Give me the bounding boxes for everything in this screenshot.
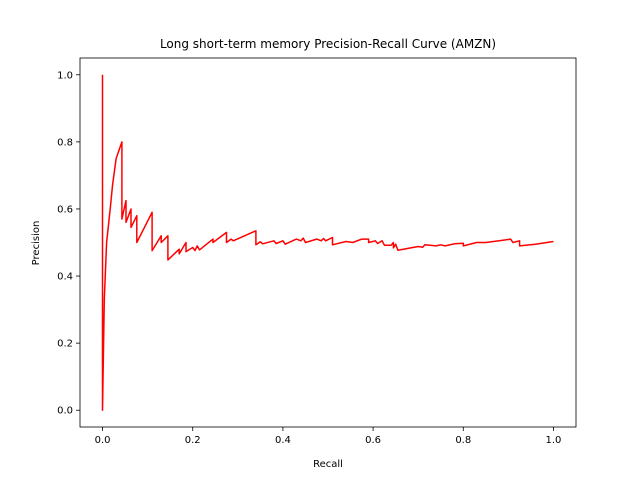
x-tick-label: 1.0: [546, 435, 562, 446]
x-tick-label: 0.2: [185, 435, 201, 446]
x-tick-label: 0.8: [455, 435, 471, 446]
x-tick-label: 0.6: [365, 435, 381, 446]
chart-title: Long short-term memory Precision-Recall …: [160, 37, 496, 51]
axes-frame: [79, 57, 577, 428]
y-axis-label: Precision: [31, 221, 42, 266]
plot-area: 0.0 0.2 0.4 0.6 0.8 1.0 0.0 0.2 0.4 0.6 0.8 1.0: [57, 57, 577, 446]
y-tick-label: 0.4: [57, 272, 73, 283]
x-tick-label: 0.4: [275, 435, 291, 446]
x-axis-label: Recall: [313, 459, 343, 470]
y-tick-label: 0.2: [57, 339, 73, 350]
y-tick-label: 0.6: [57, 204, 73, 215]
y-tick-label: 0.8: [57, 137, 73, 148]
x-tick-label: 0.0: [95, 435, 111, 446]
y-tick-label: 1.0: [57, 70, 73, 81]
series-line-0: [101, 74, 554, 411]
y-tick-label: 0.0: [57, 406, 73, 417]
